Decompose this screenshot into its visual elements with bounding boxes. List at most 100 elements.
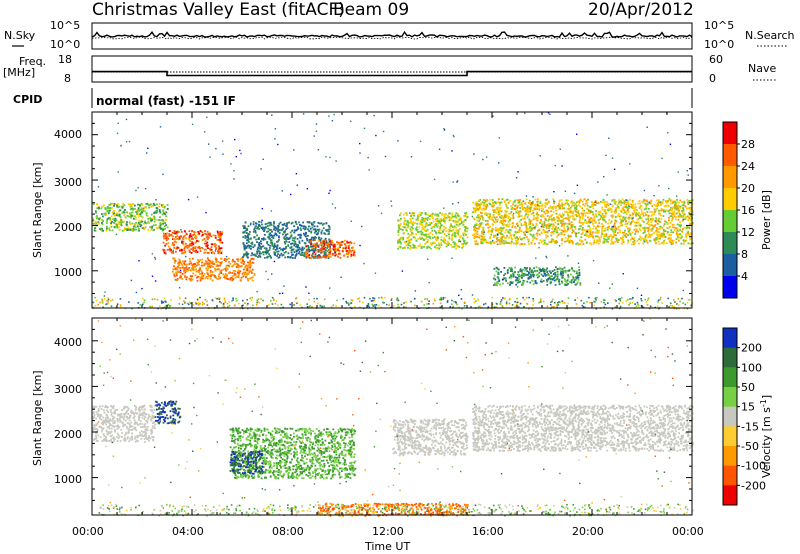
data-cell: [658, 201, 661, 204]
data-cell: [311, 306, 313, 308]
data-cell: [116, 214, 118, 217]
data-cell: [525, 236, 528, 238]
data-cell: [517, 204, 520, 207]
data-cell: [643, 199, 646, 202]
data-cell: [237, 269, 240, 272]
data-cell: [604, 212, 607, 215]
data-cell: [430, 243, 433, 246]
data-cell: [676, 236, 679, 239]
data-cell: [335, 253, 338, 256]
data-cell: [320, 241, 322, 244]
data-cell: [452, 229, 454, 232]
data-cell: [241, 258, 244, 260]
data-cell: [150, 229, 153, 231]
data-cell: [310, 243, 313, 245]
data-cell: [211, 251, 214, 253]
data-cell: [517, 275, 520, 278]
data-cell: [168, 245, 170, 248]
data-cell: [439, 228, 442, 231]
data-cell: [547, 210, 550, 213]
data-cell: [273, 299, 275, 301]
data-cell: [591, 220, 594, 223]
data-cell: [512, 274, 515, 276]
data-cell: [646, 200, 649, 203]
data-cell: [600, 301, 603, 303]
data-cell: [163, 252, 166, 254]
data-cell: [162, 235, 165, 238]
data-cell: [511, 206, 514, 209]
data-cell: [189, 235, 191, 237]
data-cell: [164, 213, 167, 216]
data-cell: [238, 302, 240, 305]
data-cell: [574, 218, 577, 221]
data-cell: [253, 273, 256, 275]
data-cell: [232, 264, 235, 267]
data-cell: [657, 201, 660, 204]
data-cell: [529, 226, 531, 228]
data-cell: [209, 269, 212, 272]
data-cell: [269, 221, 272, 224]
data-cell: [495, 240, 498, 243]
data-cell: [629, 233, 632, 236]
data-cell: [110, 215, 113, 218]
data-cell: [526, 205, 529, 208]
data-cell: [306, 239, 309, 242]
data-cell: [532, 235, 534, 238]
data-cell: [674, 207, 676, 210]
data-cell: [349, 249, 351, 252]
data-cell: [367, 305, 370, 307]
data-cell: [558, 278, 561, 281]
data-cell: [543, 268, 545, 271]
data-cell: [689, 208, 691, 210]
data-cell: [521, 243, 524, 245]
data-cell: [567, 274, 569, 276]
data-cell: [540, 270, 542, 272]
data-cell: [599, 211, 602, 213]
data-cell: [314, 249, 317, 251]
data-cell: [682, 239, 685, 241]
data-cell: [584, 214, 587, 217]
data-cell: [445, 234, 448, 237]
data-cell: [570, 281, 573, 283]
data-cell: [501, 222, 504, 224]
data-cell: [550, 210, 552, 213]
data-cell: [397, 239, 399, 242]
data-cell: [682, 228, 684, 230]
data-cell: [473, 233, 476, 236]
data-cell: [350, 253, 353, 256]
data-cell: [206, 241, 209, 244]
data-cell: [512, 275, 515, 278]
data-cell: [682, 204, 685, 207]
data-cell: [165, 301, 167, 303]
data-cell: [269, 247, 271, 249]
data-cell: [419, 211, 422, 214]
data-cell: [533, 227, 535, 229]
data-cell: [95, 212, 97, 214]
data-cell: [406, 220, 409, 222]
data-cell: [181, 241, 183, 244]
data-cell: [604, 227, 607, 230]
data-cell: [448, 217, 451, 220]
data-cell: [338, 249, 341, 252]
data-cell: [516, 206, 519, 208]
data-cell: [551, 270, 554, 273]
data-cell: [631, 199, 634, 202]
data-cell: [435, 232, 438, 235]
data-cell: [209, 234, 211, 237]
data-cell: [268, 224, 271, 227]
data-cell: [411, 232, 413, 234]
data-cell: [491, 218, 493, 221]
data-cell: [505, 300, 508, 303]
data-cell: [517, 271, 520, 273]
data-cell: [464, 219, 467, 221]
data-cell: [449, 227, 451, 229]
data-cell: [670, 215, 673, 217]
data-cell: [427, 216, 429, 219]
data-cell: [250, 277, 253, 279]
data-cell: [136, 223, 139, 226]
data-cell: [517, 230, 520, 233]
data-cell: [262, 245, 265, 248]
data-cell: [491, 216, 494, 219]
data-cell: [149, 226, 152, 229]
data-cell: [276, 244, 279, 247]
